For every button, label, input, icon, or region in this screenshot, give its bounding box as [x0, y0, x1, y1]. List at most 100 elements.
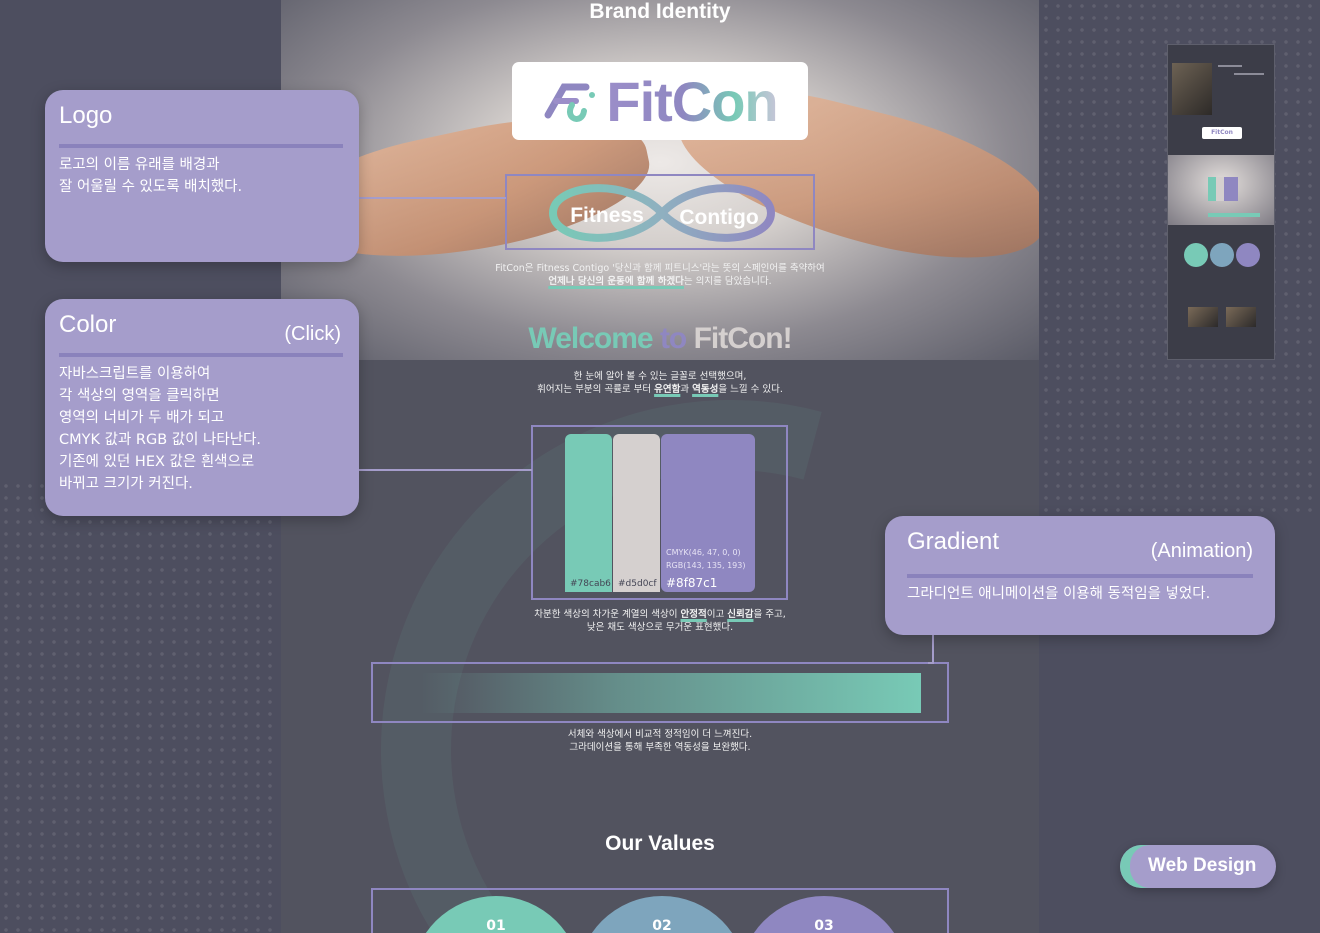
- card-body-line: CMYK 값과 RGB 값이 나타난다.: [59, 432, 262, 448]
- connector-gradient: [932, 635, 934, 663]
- card-title: Color: [59, 311, 117, 338]
- caption-line: 낮은 채도 색상으로 무거운 표현했다.: [586, 622, 734, 633]
- card-title: Gradient: [907, 528, 1000, 555]
- swatch-violet-expanded[interactable]: CMYK(46, 47, 0, 0) RGB(143, 135, 193) #8…: [661, 434, 755, 592]
- gradient-frame: [371, 662, 949, 723]
- card-body-line: 로고의 이름 유래를 배경과: [59, 157, 220, 173]
- card-title: Logo: [59, 102, 113, 129]
- minimap-thumbnail: [1188, 307, 1218, 327]
- minimap-value-circle: [1236, 243, 1260, 267]
- card-divider: [59, 353, 343, 357]
- callout-card-logo: Logo 로고의 이름 유래를 배경과 잘 어울릴 수 있도록 배치했다.: [45, 90, 359, 262]
- caption-line: 언제나 당신의 운동에 함께 하겠다는 의지를 담았습니다.: [281, 275, 1039, 288]
- minimap-value-circle: [1210, 243, 1234, 267]
- caption-line: FitCon은 Fitness Contigo '당신과 함께 피트니스'라는 …: [495, 263, 825, 274]
- hero-handshake-photo: [281, 0, 1039, 360]
- welcome-brand: FitCon!: [693, 322, 793, 355]
- section-title-brand-identity: Brand Identity: [589, 0, 731, 23]
- infinity-logo-frame: Fitness Contigo: [505, 174, 815, 250]
- caption-line: 그라데이션을 통해 부족한 역동성을 보완했다.: [569, 742, 751, 753]
- web-design-badge: Web Design: [1120, 845, 1276, 888]
- caption-line: 휘어지는 부분의 곡률로 부터 유연함과 역동성을 느낄 수 있다.: [281, 383, 1039, 396]
- swatch-color-values: CMYK(46, 47, 0, 0) RGB(143, 135, 193): [666, 546, 745, 572]
- value-circle-03[interactable]: 03: [739, 896, 909, 933]
- section-title-our-values: Our Values: [605, 832, 715, 855]
- card-body-line: 자바스크립트를 이용하여: [59, 366, 211, 382]
- minimap-value-circle: [1184, 243, 1208, 267]
- card-divider: [59, 144, 343, 148]
- card-subtitle: (Click): [284, 323, 341, 345]
- swatch-hex-label: #78cab6: [570, 579, 611, 589]
- fitcon-logo-mark-icon: [544, 83, 596, 122]
- card-body: 그라디언트 애니메이션을 이용해 동적임을 넣었다.: [907, 583, 1210, 605]
- minimap-logo: FitCon: [1202, 127, 1242, 139]
- minimap-gradient-bar: [1208, 213, 1260, 217]
- card-body-line: 기존에 있던 HEX 값은 흰색으로: [59, 454, 255, 470]
- value-number: 03: [814, 918, 834, 933]
- card-body-line: 각 색상의 영역을 클릭하면: [59, 388, 220, 404]
- card-divider: [907, 574, 1253, 578]
- caption-line: 서체와 색상에서 비교적 정적임이 더 느껴진다.: [567, 729, 753, 740]
- welcome-heading: Welcome to FitCon!: [281, 322, 1039, 356]
- color-caption: 차분한 색상의 차가운 계열의 색상이 안정적이고 신뢰감을 주고, 낮은 채도…: [281, 608, 1039, 634]
- value-circle-02[interactable]: 02: [577, 896, 747, 933]
- brand-identity-document: Brand Identity FitCon Fitness Contigo Fi…: [281, 0, 1039, 933]
- caption-line: 한 눈에 알아 볼 수 있는 글꼴로 선택했으며,: [573, 371, 747, 382]
- caption-highlight: 유연함: [654, 384, 681, 395]
- minimap-swatch: [1208, 177, 1216, 201]
- swatch-grey[interactable]: #d5d0cf: [613, 434, 660, 592]
- logo-wordmark: FitCon: [606, 69, 778, 133]
- connector-logo: [359, 197, 506, 199]
- caption-highlight: 신뢰감: [727, 609, 754, 620]
- minimap-swatch: [1216, 177, 1224, 201]
- welcome-word: Welcome: [528, 322, 653, 355]
- caption-highlight: 역동성: [692, 384, 719, 395]
- callout-card-gradient: Gradient (Animation) 그라디언트 애니메이션을 이용해 동적…: [885, 516, 1275, 635]
- caption-text: 차분한 색상의 차가운 계열의 색상이: [534, 609, 681, 620]
- values-frame: 01 02 03: [371, 888, 949, 933]
- badge-label: Web Design: [1148, 855, 1257, 876]
- card-body-line: 바뀌고 크기가 커진다.: [59, 476, 193, 492]
- caption-text: 는 의지를 담았습니다.: [683, 276, 772, 287]
- infinity-word-contigo: Contigo: [679, 206, 758, 229]
- caption-text: 을 주고,: [753, 609, 786, 620]
- connector-gradient-stub: [928, 662, 934, 664]
- gradient-caption: 서체와 색상에서 비교적 정적임이 더 느껴진다. 그라데이션을 통해 부족한 …: [281, 728, 1039, 754]
- fitcon-logo: FitCon: [512, 62, 808, 140]
- infinity-word-fitness: Fitness: [570, 204, 644, 227]
- swatch-rgb-value: RGB(143, 135, 193): [666, 561, 746, 570]
- swatch-hex-label: #8f87c1: [666, 576, 718, 590]
- welcome-to: to: [659, 322, 687, 355]
- caption-text: 과: [680, 384, 693, 395]
- minimap-swatch: [1224, 177, 1238, 201]
- callout-card-color: Color (Click) 자바스크립트를 이용하여 각 색상의 영역을 클릭하…: [45, 299, 359, 516]
- card-subtitle: (Animation): [1150, 540, 1253, 562]
- minimap-line: [1218, 65, 1242, 67]
- minimap-line: [1234, 73, 1264, 75]
- caption-text: 을 느낄 수 있다.: [718, 384, 783, 395]
- infinity-icon: Fitness Contigo: [548, 184, 776, 242]
- minimap-photo: [1172, 63, 1212, 115]
- value-number: 02: [652, 918, 672, 933]
- minimap-thumbnail: [1226, 307, 1256, 327]
- card-body-line: 잘 어울릴 수 있도록 배치했다.: [59, 179, 243, 195]
- value-circle-01[interactable]: 01: [411, 896, 581, 933]
- caption-highlight: 안정적: [680, 609, 707, 620]
- connector-color: [359, 469, 532, 471]
- value-number: 01: [486, 918, 506, 933]
- font-caption: 한 눈에 알아 볼 수 있는 글꼴로 선택했으며, 휘어지는 부분의 곡률로 부…: [281, 370, 1039, 396]
- caption-highlight: 언제나 당신의 운동에 함께 하겠다: [548, 276, 684, 287]
- card-body: 자바스크립트를 이용하여 각 색상의 영역을 클릭하면 영역의 너비가 두 배가…: [59, 363, 261, 495]
- caption-text: 이고: [706, 609, 728, 620]
- badge-accent: [1130, 845, 1150, 888]
- swatch-mint[interactable]: #78cab6: [565, 434, 612, 592]
- card-body: 로고의 이름 유래를 배경과 잘 어울릴 수 있도록 배치했다.: [59, 154, 242, 198]
- card-body-line: 영역의 너비가 두 배가 되고: [59, 410, 225, 426]
- color-swatch-frame: #78cab6 #d5d0cf CMYK(46, 47, 0, 0) RGB(1…: [531, 425, 788, 600]
- gradient-animation-bar: [421, 673, 921, 713]
- card-body-line: 그라디언트 애니메이션을 이용해 동적임을 넣었다.: [907, 586, 1211, 602]
- caption-text: 휘어지는 부분의 곡률로 부터: [537, 384, 655, 395]
- swatch-hex-label: #d5d0cf: [618, 579, 657, 589]
- caption-line: 차분한 색상의 차가운 계열의 색상이 안정적이고 신뢰감을 주고,: [281, 608, 1039, 621]
- page-minimap[interactable]: FitCon: [1167, 44, 1275, 360]
